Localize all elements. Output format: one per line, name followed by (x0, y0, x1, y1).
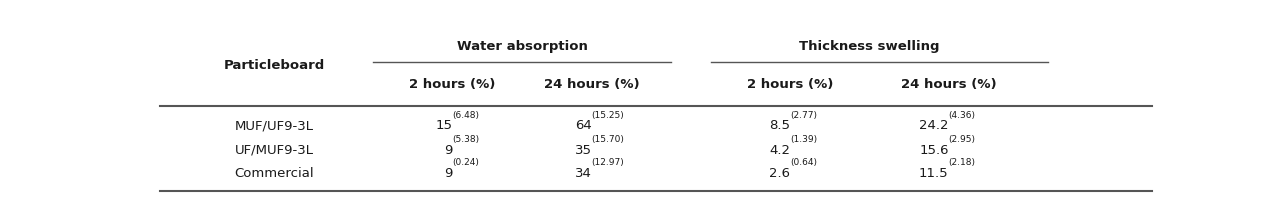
Text: 24 hours (%): 24 hours (%) (901, 78, 996, 91)
Text: Commercial: Commercial (234, 167, 314, 180)
Text: 35: 35 (575, 144, 591, 157)
Text: 4.2: 4.2 (769, 144, 790, 157)
Text: 24 hours (%): 24 hours (%) (544, 78, 639, 91)
Text: (2.18): (2.18) (948, 158, 975, 167)
Text: 24.2: 24.2 (919, 119, 948, 132)
Text: 64: 64 (575, 119, 591, 132)
Text: (15.70): (15.70) (591, 135, 625, 144)
Text: (2.77): (2.77) (790, 111, 817, 120)
Text: UF/MUF9-3L: UF/MUF9-3L (234, 144, 314, 157)
Text: Particleboard: Particleboard (224, 59, 325, 72)
Text: 2 hours (%): 2 hours (%) (746, 78, 833, 91)
Text: 9: 9 (444, 167, 453, 180)
Text: (0.64): (0.64) (790, 158, 817, 167)
Text: (4.36): (4.36) (948, 111, 975, 120)
Text: (15.25): (15.25) (591, 111, 625, 120)
Text: 15: 15 (435, 119, 453, 132)
Text: (12.97): (12.97) (591, 158, 625, 167)
Text: 9: 9 (444, 144, 453, 157)
Text: (5.38): (5.38) (453, 135, 480, 144)
Text: (2.95): (2.95) (948, 135, 975, 144)
Text: Water absorption: Water absorption (457, 40, 588, 53)
Text: (0.24): (0.24) (453, 158, 480, 167)
Text: 34: 34 (575, 167, 591, 180)
Text: (1.39): (1.39) (790, 135, 817, 144)
Text: 8.5: 8.5 (769, 119, 790, 132)
Text: MUF/UF9-3L: MUF/UF9-3L (234, 119, 314, 132)
Text: Thickness swelling: Thickness swelling (799, 40, 940, 53)
Text: 15.6: 15.6 (919, 144, 948, 157)
Text: 11.5: 11.5 (919, 167, 948, 180)
Text: (6.48): (6.48) (453, 111, 480, 120)
Text: 2 hours (%): 2 hours (%) (410, 78, 495, 91)
Text: 2.6: 2.6 (769, 167, 790, 180)
